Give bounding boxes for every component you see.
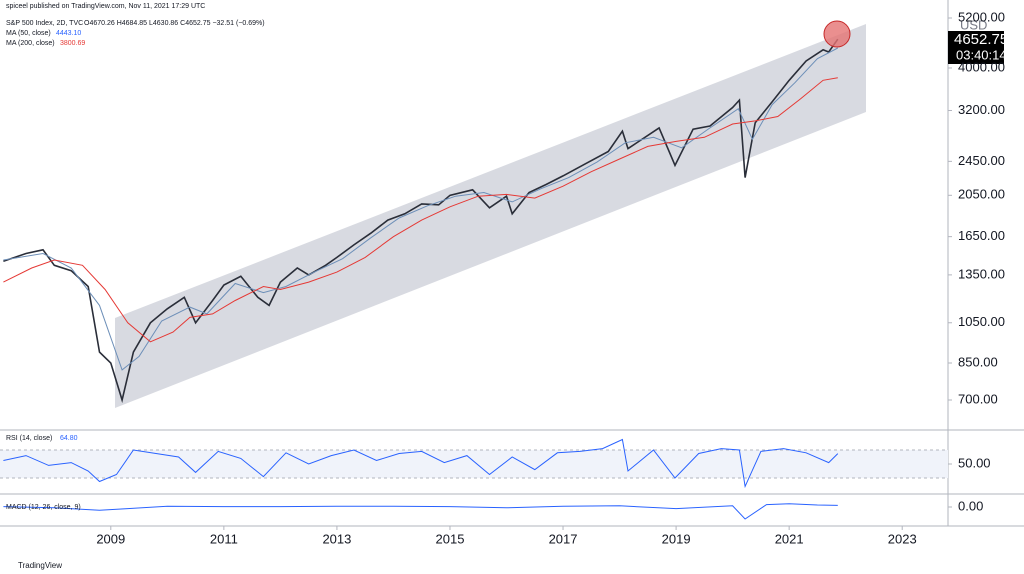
series-line: [3, 77, 838, 343]
y-tick-label: 5200.00: [958, 9, 1005, 24]
y-tick-label: 850.00: [958, 354, 998, 369]
x-tick-label: 2015: [436, 531, 465, 546]
y-tick-label: 1650.00: [958, 228, 1005, 243]
y-tick-label: 700.00: [958, 391, 998, 406]
y-tick-label: 0.00: [958, 498, 983, 513]
x-tick-label: 2013: [322, 531, 351, 546]
x-tick-label: 2019: [662, 531, 691, 546]
x-tick-label: 2017: [549, 531, 578, 546]
published: spiceel published on TradingView.com, No…: [6, 3, 205, 10]
symbol-title: S&P 500 Index, 2D, TVC: [6, 20, 83, 27]
price-label-box: [948, 31, 1004, 64]
series-line: [3, 47, 839, 371]
y-tick-label: 50.00: [958, 455, 991, 470]
x-tick-label: 2021: [775, 531, 804, 546]
rsi-band: [0, 449, 948, 479]
series-line: [3, 503, 838, 520]
y-tick-label: 1050.00: [958, 314, 1005, 329]
highlight-circle: [823, 20, 851, 48]
ma50-legend: MA (50, close): [6, 30, 51, 37]
series-line: [3, 438, 839, 489]
x-tick-label: 2009: [96, 531, 125, 546]
brand: TradingView: [18, 561, 62, 570]
y-tick-label: 2050.00: [958, 187, 1005, 202]
rsi-value: 64.80: [60, 435, 78, 442]
macd-legend: MACD (12, 26, close, 9): [6, 504, 81, 511]
series-line: [3, 38, 839, 404]
parallel-channel: [115, 24, 866, 408]
ma200-value: 3800.69: [60, 40, 85, 47]
ohlc: O4670.26 H4684.85 L4630.86 C4652.75 −32.…: [84, 20, 265, 27]
x-tick-label: 2023: [888, 531, 917, 546]
y-tick-label: 1350.00: [958, 266, 1005, 281]
last-price: 4652.75: [954, 31, 1008, 48]
currency: USD: [960, 17, 987, 32]
y-tick-label: 4000.00: [958, 59, 1005, 74]
countdown: 03:40:14: [956, 47, 1007, 62]
ma200-legend: MA (200, close): [6, 40, 55, 47]
ma50-value: 4443.10: [56, 30, 81, 37]
rsi-legend: RSI (14, close): [6, 435, 52, 442]
y-tick-label: 3200.00: [958, 102, 1005, 117]
y-tick-label: 2450.00: [958, 153, 1005, 168]
x-tick-label: 2011: [210, 531, 238, 546]
